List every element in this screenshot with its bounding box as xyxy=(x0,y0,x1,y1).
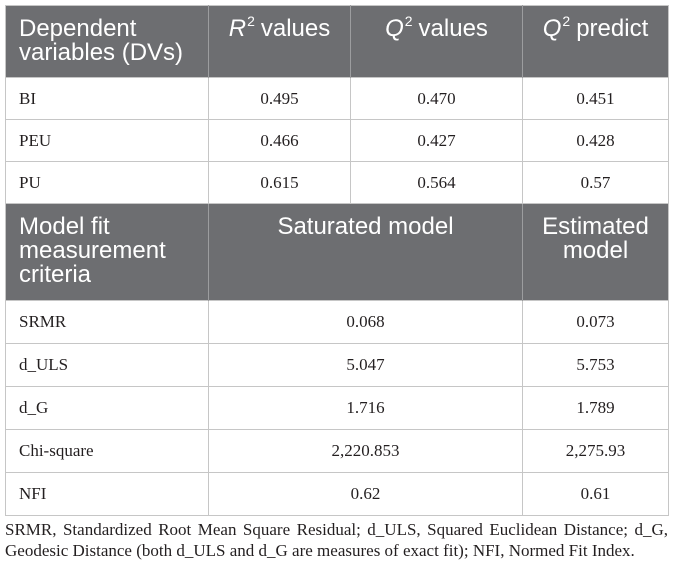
q2-predict-value: 0.451 xyxy=(522,77,669,120)
q2-value: 0.470 xyxy=(350,77,523,120)
r2-value: 0.466 xyxy=(208,119,351,162)
q2-symbol: Q xyxy=(385,15,404,42)
estimated-value: 1.789 xyxy=(522,386,669,430)
q2-predict-value: 0.428 xyxy=(522,119,669,162)
row-label: NFI xyxy=(5,472,209,516)
saturated-value: 2,220.853 xyxy=(208,429,523,473)
header-saturated-model: Saturated model xyxy=(208,203,523,301)
header-q2-predict: Q2 predict xyxy=(522,5,669,78)
estimated-value: 0.073 xyxy=(522,300,669,344)
estimated-value: 0.61 xyxy=(522,472,669,516)
table-row: Chi-square 2,220.853 2,275.93 xyxy=(5,429,669,473)
row-label: PU xyxy=(5,161,209,204)
table-row: PEU 0.466 0.427 0.428 xyxy=(5,119,669,162)
q2-value: 0.564 xyxy=(350,161,523,204)
q2-predict-superscript: 2 xyxy=(562,13,571,29)
row-label: d_G xyxy=(5,386,209,430)
r2-value: 0.615 xyxy=(208,161,351,204)
row-label: PEU xyxy=(5,119,209,162)
row-label: Chi-square xyxy=(5,429,209,473)
r2-superscript: 2 xyxy=(247,13,255,29)
header-q2-values: Q2 values xyxy=(350,5,523,78)
results-table: Dependent variables (DVs) R2 values Q2 val… xyxy=(5,5,669,516)
r2-symbol: R xyxy=(228,15,247,42)
saturated-value: 5.047 xyxy=(208,343,523,387)
table-footnote: SRMR, Standardized Root Mean Square Resi… xyxy=(5,520,668,560)
q2-predict-value: 0.57 xyxy=(522,161,669,204)
q2-label: values xyxy=(418,15,488,42)
row-label: d_ULS xyxy=(5,343,209,387)
q2-superscript: 2 xyxy=(404,13,413,29)
table-row: d_ULS 5.047 5.753 xyxy=(5,343,669,387)
header-r2-values: R2 values xyxy=(208,5,351,78)
saturated-value: 0.62 xyxy=(208,472,523,516)
estimated-value: 2,275.93 xyxy=(522,429,669,473)
row-label: SRMR xyxy=(5,300,209,344)
saturated-value: 1.716 xyxy=(208,386,523,430)
table-row: BI 0.495 0.470 0.451 xyxy=(5,77,669,120)
row-label: BI xyxy=(5,77,209,120)
q2-value: 0.427 xyxy=(350,119,523,162)
table-row: NFI 0.62 0.61 xyxy=(5,472,669,516)
table-row: SRMR 0.068 0.073 xyxy=(5,300,669,344)
header-dependent-variables: Dependent variables (DVs) xyxy=(5,5,209,78)
r2-label: values xyxy=(260,15,331,42)
header-row-model-fit: Model fit measurement criteria Saturated… xyxy=(5,203,669,301)
table-row: PU 0.615 0.564 0.57 xyxy=(5,161,669,204)
table-row: d_G 1.716 1.789 xyxy=(5,386,669,430)
header-model-fit-criteria: Model fit measurement criteria xyxy=(5,203,209,301)
q2-predict-symbol: Q xyxy=(542,15,562,42)
q2-predict-label: predict xyxy=(576,15,649,42)
estimated-value: 5.753 xyxy=(522,343,669,387)
header-row-dependent-variables: Dependent variables (DVs) R2 values Q2 val… xyxy=(5,5,669,78)
r2-value: 0.495 xyxy=(208,77,351,120)
header-estimated-model: Estimated model xyxy=(522,203,669,301)
saturated-value: 0.068 xyxy=(208,300,523,344)
